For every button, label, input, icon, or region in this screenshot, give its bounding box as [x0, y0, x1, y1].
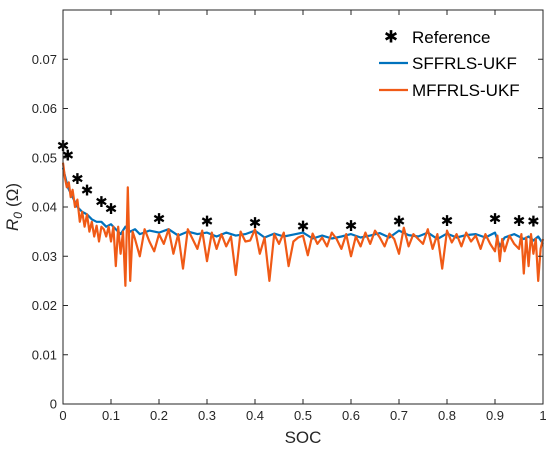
marker-reference: ✱ — [441, 213, 454, 230]
marker-reference: ✱ — [297, 219, 310, 236]
x-tick-label: 0.3 — [198, 408, 216, 423]
plot-area — [63, 10, 543, 404]
x-tick-label: 0.4 — [246, 408, 264, 423]
y-axis-unit: (Ω) — [3, 183, 22, 207]
plot-lines — [61, 162, 545, 287]
marker-reference: ✱ — [345, 218, 358, 235]
x-tick-label: 0 — [59, 408, 66, 423]
marker-reference: ✱ — [527, 214, 540, 231]
marker-reference: ✱ — [489, 211, 502, 228]
legend-label-reference: Reference — [412, 28, 490, 47]
x-tick-label: 0.2 — [150, 408, 168, 423]
x-tick-label: 0.1 — [102, 408, 120, 423]
y-tick-label: 0.03 — [32, 249, 57, 264]
y-tick-label: 0 — [50, 397, 57, 412]
y-tick-label: 0.01 — [32, 347, 57, 362]
x-axis-ticks: 0 0.1 0.2 0.3 0.4 0.5 0.6 0.7 0.8 0.9 1 — [59, 10, 547, 423]
x-tick-label: 0.8 — [438, 408, 456, 423]
y-axis-symbol: R — [3, 219, 22, 231]
legend-marker-reference: ✱ — [384, 27, 398, 46]
x-tick-label: 0.7 — [390, 408, 408, 423]
x-tick-label: 1 — [539, 408, 546, 423]
y-tick-label: 0.05 — [32, 150, 57, 165]
marker-reference: ✱ — [105, 201, 118, 218]
y-axis-title: R0 (Ω) — [3, 183, 25, 231]
y-tick-label: 0.07 — [32, 52, 57, 67]
y-axis-subscript: 0 — [11, 212, 25, 219]
y-tick-label: 0.06 — [32, 101, 57, 116]
marker-reference: ✱ — [201, 214, 214, 231]
y-axis-ticks: 0 0.01 0.02 0.03 0.04 0.05 0.06 0.07 — [32, 52, 543, 412]
x-tick-label: 0.9 — [486, 408, 504, 423]
marker-reference: ✱ — [95, 194, 108, 211]
legend: ✱ Reference SFFRLS-UKF MFFRLS-UKF — [379, 27, 520, 100]
x-axis-title: SOC — [285, 428, 322, 447]
legend-label-mffrls-ukf: MFFRLS-UKF — [412, 81, 520, 100]
marker-reference: ✱ — [153, 211, 166, 228]
marker-reference: ✱ — [393, 214, 406, 231]
marker-reference: ✱ — [71, 171, 84, 188]
x-tick-label: 0.5 — [294, 408, 312, 423]
marker-reference: ✱ — [81, 183, 94, 200]
x-tick-label: 0.6 — [342, 408, 360, 423]
marker-reference: ✱ — [513, 213, 526, 230]
series-line-mffrls-ukf — [61, 162, 545, 287]
y-tick-label: 0.02 — [32, 298, 57, 313]
marker-reference: ✱ — [62, 148, 75, 165]
marker-reference: ✱ — [249, 215, 262, 232]
y-tick-label: 0.04 — [32, 200, 57, 215]
legend-label-sffrls-ukf: SFFRLS-UKF — [412, 54, 517, 73]
